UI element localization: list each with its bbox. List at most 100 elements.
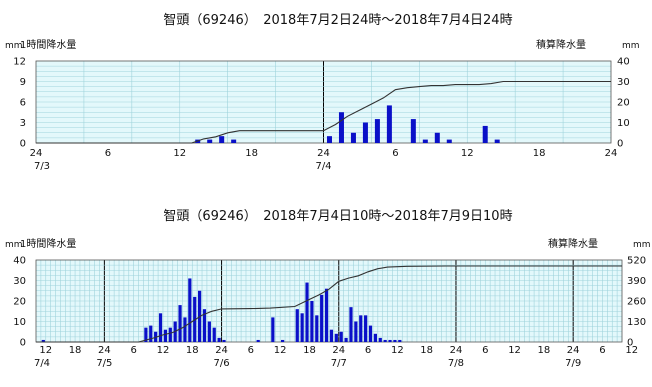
hourly-bar xyxy=(300,313,304,342)
x-axis-hour-label: 24 xyxy=(567,345,580,356)
x-axis-hour-label: 12 xyxy=(625,345,638,356)
hourly-bar xyxy=(320,294,324,342)
hourly-bar xyxy=(434,132,440,143)
x-axis-hour-label: 18 xyxy=(303,345,316,356)
x-axis-hour-label: 24 xyxy=(450,345,463,356)
x-axis-hour-label: 24 xyxy=(317,148,330,159)
hourly-bar xyxy=(393,339,397,342)
hourly-bar xyxy=(41,339,45,342)
x-axis-hour-label: 18 xyxy=(245,148,258,159)
hourly-bar xyxy=(350,132,356,143)
hourly-bar xyxy=(334,333,338,342)
hourly-bar xyxy=(494,139,500,143)
right-axis-tick-label: 0 xyxy=(617,139,623,150)
left-axis-tick-label: 40 xyxy=(13,256,26,267)
chart-1-right-unit: mm xyxy=(622,41,640,51)
hourly-bar xyxy=(446,139,452,143)
right-axis-tick-label: 130 xyxy=(627,317,646,328)
right-axis-tick-label: 260 xyxy=(627,297,646,308)
hourly-bar xyxy=(338,112,344,143)
right-axis-tick-label: 390 xyxy=(627,276,646,287)
right-axis-tick-label: 520 xyxy=(627,256,646,267)
right-axis-tick-label: 40 xyxy=(617,57,630,68)
chart-2: 智頭（69246） 2018年7月4日10時～2018年7月9日10時 mm 1… xyxy=(5,209,651,370)
x-axis-hour-label: 24 xyxy=(332,345,345,356)
left-axis-tick-label: 30 xyxy=(13,276,26,287)
x-axis-date-label: 7/9 xyxy=(565,358,581,369)
x-axis-hour-label: 6 xyxy=(248,345,254,356)
hourly-bar xyxy=(422,139,428,143)
hourly-bar xyxy=(324,288,329,342)
x-axis-hour-label: 12 xyxy=(391,345,404,356)
chart-1-gridlines xyxy=(35,60,612,144)
hourly-bar xyxy=(368,325,373,342)
x-axis-date-label: 7/4 xyxy=(34,358,50,369)
left-axis-tick-label: 3 xyxy=(20,118,26,129)
hourly-bar xyxy=(202,309,207,342)
chart-2-gridlines xyxy=(35,259,623,343)
hourly-bar xyxy=(326,136,332,143)
hourly-bar xyxy=(310,301,314,342)
chart-2-cumulative-line xyxy=(36,265,622,343)
left-axis-tick-label: 0 xyxy=(20,139,26,150)
left-axis-tick-label: 20 xyxy=(13,297,26,308)
hourly-bar xyxy=(482,125,488,143)
hourly-bar xyxy=(231,139,237,143)
x-axis-date-label: 7/6 xyxy=(214,358,230,369)
left-axis-tick-label: 9 xyxy=(20,77,26,88)
hourly-bar xyxy=(305,282,309,342)
x-axis-hour-label: 6 xyxy=(482,345,488,356)
hourly-bar xyxy=(344,337,348,342)
hourly-bar xyxy=(354,321,358,342)
hourly-bar xyxy=(217,337,221,342)
chart-2-right-unit: mm xyxy=(633,240,651,250)
chart-2-left-label: 1時間降水量 xyxy=(20,237,76,250)
x-axis-hour-label: 6 xyxy=(105,148,111,159)
x-axis-hour-label: 12 xyxy=(461,148,474,159)
x-axis-hour-label: 12 xyxy=(508,345,521,356)
x-axis-hour-label: 6 xyxy=(392,148,398,159)
chart-2-right-label: 積算降水量 xyxy=(548,237,598,250)
right-axis-tick-label: 10 xyxy=(617,118,630,129)
x-axis-hour-label: 18 xyxy=(533,148,546,159)
x-axis-hour-label: 18 xyxy=(537,345,550,356)
chart-1-title: 智頭（69246） 2018年7月2日24時～2018年7月4日24時 xyxy=(163,13,512,28)
x-axis-hour-label: 24 xyxy=(30,148,43,159)
hourly-bar xyxy=(212,327,216,342)
chart-1-right-label: 積算降水量 xyxy=(536,38,586,51)
x-axis-hour-label: 24 xyxy=(605,148,618,159)
x-axis-hour-label: 6 xyxy=(599,345,605,356)
left-axis-tick-label: 0 xyxy=(20,338,26,349)
x-axis-hour-label: 18 xyxy=(186,345,199,356)
right-axis-tick-label: 20 xyxy=(617,98,630,109)
hourly-bar xyxy=(329,329,334,342)
hourly-bar xyxy=(144,327,148,342)
plot-frame xyxy=(35,259,623,343)
hourly-bar xyxy=(315,315,319,342)
chart-1-left-label: 1時間降水量 xyxy=(20,38,76,51)
hourly-bar xyxy=(178,305,182,342)
hourly-bar xyxy=(378,337,382,342)
x-axis-date-label: 7/7 xyxy=(331,358,347,369)
x-axis-hour-label: 12 xyxy=(157,345,170,356)
hourly-bar xyxy=(339,331,343,342)
x-axis-hour-label: 12 xyxy=(173,148,186,159)
chart-1-cumulative-line xyxy=(36,80,611,144)
hourly-bar xyxy=(188,278,192,342)
hourly-bar xyxy=(207,321,211,342)
hourly-bar xyxy=(388,339,392,342)
x-axis-date-label: 7/5 xyxy=(96,358,112,369)
right-axis-tick-label: 30 xyxy=(617,77,630,88)
hourly-bar xyxy=(410,119,416,143)
hourly-bar xyxy=(149,325,153,342)
hourly-bar xyxy=(359,315,363,342)
chart-2-axis-ticks: 0 10 20 30 40 0 130 260 390 520 12 18 24 6 12 18 24 6 12 18… xyxy=(13,256,646,370)
x-axis-date-label: 7/3 xyxy=(34,161,50,172)
chart-1-left-unit: mm xyxy=(5,41,23,51)
x-axis-hour-label: 12 xyxy=(39,345,52,356)
x-axis-hour-label: 12 xyxy=(274,345,287,356)
hourly-bar xyxy=(374,119,380,143)
x-axis-hour-label: 24 xyxy=(215,345,228,356)
hourly-bar xyxy=(364,315,368,342)
